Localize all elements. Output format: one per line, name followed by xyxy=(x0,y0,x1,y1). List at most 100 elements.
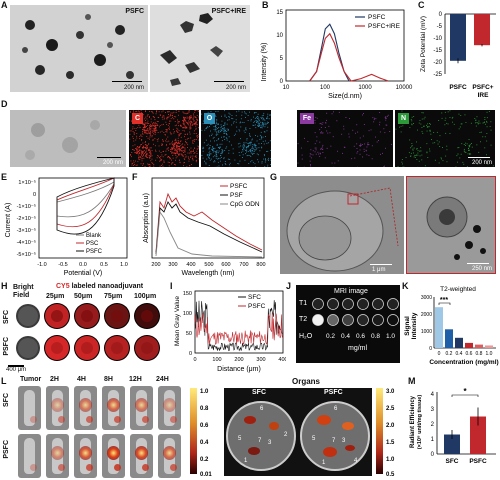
edx-dot xyxy=(135,148,136,149)
edx-dot xyxy=(172,152,173,154)
edx-dot xyxy=(143,127,145,129)
edx-dot xyxy=(193,113,194,115)
edx-dot xyxy=(478,151,480,153)
edx-dot xyxy=(261,138,263,140)
edx-dot xyxy=(248,146,249,148)
edx-dot xyxy=(138,150,140,151)
axis-label-x: Distance (μm) xyxy=(217,366,261,373)
edx-dot xyxy=(411,124,413,126)
edx-dot xyxy=(144,132,146,134)
edx-dot xyxy=(188,122,190,124)
edx-dot xyxy=(223,127,225,129)
edx-dot xyxy=(468,139,470,140)
edx-dot xyxy=(197,145,199,147)
edx-dot xyxy=(215,111,217,112)
edx-dot xyxy=(132,149,133,150)
y-tick: -15 xyxy=(433,48,442,54)
edx-dot xyxy=(224,132,226,134)
edx-dot xyxy=(192,155,194,157)
edx-dot xyxy=(209,159,211,161)
edx-dot xyxy=(139,159,141,161)
edx-dot xyxy=(244,146,246,148)
edx-dot xyxy=(384,132,386,134)
legend-psfc-ire: PSFC+IRE xyxy=(368,23,401,30)
edx-dot xyxy=(183,127,184,129)
edx-dot xyxy=(480,141,481,143)
edx-dot xyxy=(310,153,312,155)
edx-dot xyxy=(218,150,220,152)
edx-dot xyxy=(213,147,214,149)
edx-dot xyxy=(315,149,317,151)
edx-dot xyxy=(372,117,374,119)
edx-dot xyxy=(156,110,158,112)
edx-dot xyxy=(410,156,412,157)
edx-dot xyxy=(264,155,265,157)
edx-dot xyxy=(152,111,153,113)
edx-dot xyxy=(183,119,185,121)
edx-dot xyxy=(196,118,197,120)
edx-dot xyxy=(312,150,314,152)
edx-dot xyxy=(385,117,387,119)
edx-dot xyxy=(465,145,466,146)
edx-dot xyxy=(188,124,189,126)
edx-dot xyxy=(151,162,153,164)
edx-dot xyxy=(362,114,363,116)
panel-label-f: F xyxy=(132,172,138,182)
edx-dot xyxy=(314,122,316,124)
edx-dot xyxy=(244,112,246,114)
edx-dot xyxy=(314,132,316,134)
edx-dot xyxy=(202,123,204,125)
edx-dot xyxy=(224,124,226,126)
edx-dot xyxy=(385,119,387,121)
edx-dot xyxy=(242,150,244,152)
edx-dot xyxy=(165,144,167,146)
edx-dot xyxy=(162,118,164,120)
edx-dot xyxy=(135,151,137,153)
edx-dot xyxy=(161,124,163,126)
edx-dot xyxy=(254,146,256,148)
mri-conc: 0.4 xyxy=(341,333,351,340)
edx-dot xyxy=(402,166,404,167)
edx-dot xyxy=(154,127,156,128)
edx-dot xyxy=(205,163,207,165)
edx-dot xyxy=(228,136,230,138)
edx-dot xyxy=(487,163,489,165)
edx-dot xyxy=(267,159,269,161)
edx-dot xyxy=(250,119,252,120)
edx-dot xyxy=(151,125,153,127)
edx-dot xyxy=(181,154,183,156)
edx-dot xyxy=(359,149,361,151)
edx-dot xyxy=(262,125,264,127)
edx-dot xyxy=(465,152,467,153)
edx-dot xyxy=(265,160,267,162)
organ-number: 1 xyxy=(244,458,248,464)
edx-dot xyxy=(221,115,222,117)
legend-blank: Blank xyxy=(86,233,102,239)
edx-dot xyxy=(155,150,157,152)
edx-dot xyxy=(189,128,191,130)
mri-well-t1 xyxy=(342,298,354,310)
edx-dot xyxy=(424,165,426,167)
edx-dot xyxy=(171,162,173,164)
edx-dot xyxy=(154,128,156,129)
edx-dot xyxy=(205,139,207,141)
edx-dot xyxy=(171,133,173,135)
edx-dot xyxy=(191,125,193,126)
edx-dot xyxy=(229,164,230,166)
edx-dot xyxy=(187,138,188,140)
edx-dot xyxy=(206,155,208,157)
edx-dot xyxy=(220,155,221,156)
row-label-psfc: PSFC xyxy=(3,337,10,356)
legend-psfc: PSFC xyxy=(230,183,248,190)
edx-dot xyxy=(239,142,241,144)
edx-dot xyxy=(158,111,160,113)
edx-dot xyxy=(471,143,472,144)
edx-dot xyxy=(460,115,462,116)
edx-dot xyxy=(249,155,251,156)
mri-wells xyxy=(312,298,399,326)
edx-dot xyxy=(187,112,189,114)
edx-dot xyxy=(161,130,163,132)
edx-dot xyxy=(402,125,404,127)
edx-dot xyxy=(177,128,179,130)
